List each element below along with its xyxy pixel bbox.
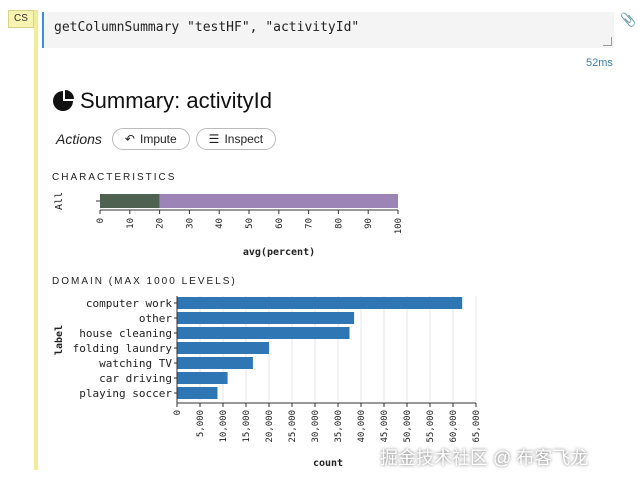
x-tick-label: 0 (96, 218, 106, 223)
x-tick-label: 45,000 (380, 410, 390, 443)
category-label: house cleaning (79, 327, 172, 340)
actions-label: Actions (56, 131, 102, 147)
bar-playing-soccer (177, 387, 218, 399)
bar-segment-1 (159, 194, 398, 208)
inspect-label: Inspect (224, 132, 264, 146)
x-tick-label: 40 (215, 218, 225, 229)
x-tick-label: 50,000 (403, 410, 413, 443)
x-tick-label: 5,000 (196, 410, 206, 437)
x-tick-label: 40,000 (357, 410, 367, 443)
x-tick-label: 55,000 (426, 410, 436, 443)
category-label: folding laundry (73, 342, 173, 355)
inspect-button[interactable]: ☰ Inspect (195, 128, 277, 150)
domain-heading: DOMAIN (MAX 1000 LEVELS) (52, 276, 237, 287)
x-tick-label: 60,000 (449, 410, 459, 443)
x-axis-label: count (313, 458, 343, 469)
x-tick-label: 60 (275, 218, 285, 229)
bar-car-driving (177, 372, 228, 384)
pie-chart-icon (53, 90, 74, 111)
execution-time: 52ms (586, 57, 613, 69)
x-tick-label: 25,000 (288, 410, 298, 443)
x-tick-label: 30 (185, 218, 195, 229)
summary-header: Summary: activityId (52, 88, 272, 114)
bar-computer-work (177, 297, 463, 309)
impute-label: Impute (139, 132, 177, 146)
category-label: car driving (99, 372, 172, 385)
characteristics-heading: CHARACTERISTICS (52, 172, 177, 183)
x-tick-label: 10 (126, 218, 136, 229)
category-label: watching TV (99, 357, 172, 370)
x-tick-label: 30,000 (311, 410, 321, 443)
x-tick-label: 0 (173, 410, 183, 415)
bar-folding-laundry (177, 342, 269, 354)
code-editor[interactable]: getColumnSummary "testHF", "activityId" (42, 12, 614, 48)
impute-button[interactable]: ↶ Impute (111, 128, 190, 150)
x-axis-label: avg(percent) (243, 247, 315, 258)
x-tick-label: 10,000 (219, 410, 229, 443)
bar-other (177, 312, 355, 324)
table-icon: ☰ (208, 132, 220, 146)
x-tick-label: 50 (245, 218, 255, 229)
bar-watching-TV (177, 357, 253, 369)
resize-handle[interactable] (603, 37, 612, 46)
bar-segment-0 (100, 194, 160, 208)
category-label: computer work (86, 297, 172, 310)
x-tick-label: 80 (334, 218, 344, 229)
x-tick-label: 65,000 (472, 410, 482, 443)
characteristics-chart: All 0 10 20 30 40 50 60 70 80 90 100 avg(percent) (54, 192, 404, 258)
bar-house-cleaning (177, 327, 350, 339)
actions-bar: Actions ↶ Impute ☰ Inspect (56, 128, 282, 150)
x-tick-label: 15,000 (242, 410, 252, 443)
reply-arrow-icon: ↶ (124, 132, 135, 146)
x-tick-label: 90 (364, 218, 374, 229)
x-tick-label: 20 (156, 218, 166, 229)
watermark: 掘金技术社区 @ 布客飞龙 (380, 448, 589, 468)
y-axis-label: label (54, 325, 65, 355)
category-label: other (139, 312, 172, 325)
category-label: All (54, 192, 65, 210)
paperclip-icon[interactable]: 📎 (620, 12, 637, 27)
x-tick-label: 70 (305, 218, 315, 229)
code-text: getColumnSummary "testHF", "activityId" (54, 20, 360, 35)
cell-gutter (34, 10, 38, 470)
x-tick-label: 20,000 (265, 410, 275, 443)
page-title: Summary: activityId (80, 88, 272, 113)
domain-chart: computer work other house cleaning folding … (54, 296, 482, 469)
x-tick-label: 35,000 (334, 410, 344, 443)
x-tick-label: 100 (394, 218, 404, 234)
cell-type-tag[interactable]: CS (8, 10, 34, 28)
category-label: playing soccer (79, 387, 172, 400)
